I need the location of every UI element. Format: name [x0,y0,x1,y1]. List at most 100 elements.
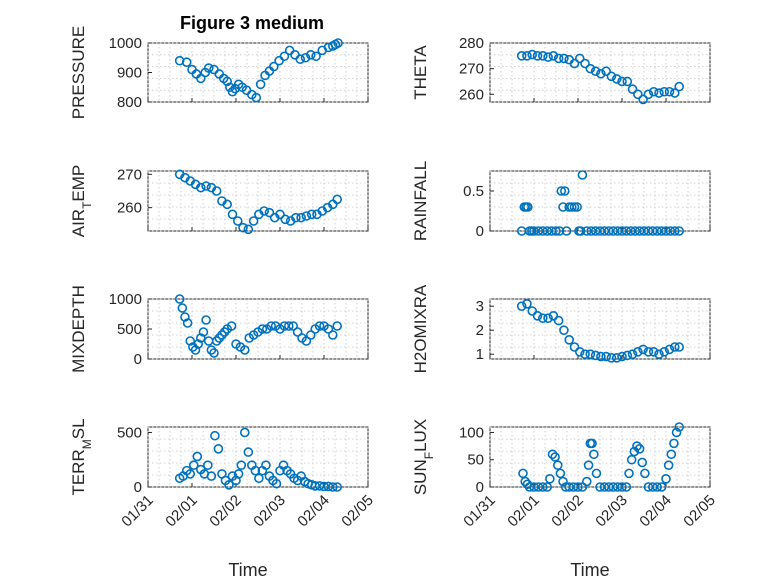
data-point [634,444,645,454]
data-series [174,294,343,358]
data-point [524,482,535,492]
subplot-6: 1 2 3 H2OMIXRA [411,284,711,373]
data-point [572,202,582,212]
data-point [314,481,325,491]
data-point [209,348,219,358]
data-point [250,465,261,476]
grid-lines [489,42,711,103]
data-point [581,476,592,487]
data-point [516,301,527,312]
y-axis-label: SUNFLUX [411,419,436,495]
y-tick-label: 0 [476,223,484,240]
data-point [591,468,602,479]
data-point [553,53,564,64]
data-point [611,352,622,363]
y-tick-label: 270 [117,166,142,183]
y-tick-label: 0 [134,351,142,368]
data-point [612,226,623,236]
data-point [574,53,585,64]
data-point [643,89,654,100]
data-point [213,444,224,454]
x-tick-label: 01/31 [118,492,157,531]
data-point [259,206,269,216]
data-point [654,349,664,360]
data-point [652,482,663,492]
data-point [656,482,667,492]
subplot-4: 0 0.5 RAINFALL [411,161,711,241]
y-tick-label: 0 [134,479,142,496]
data-point [640,468,650,479]
data-point [214,333,225,343]
data-point [664,86,675,97]
data-point [227,209,238,220]
data-point [583,460,594,470]
data-series [516,49,685,105]
x-tick-label: 02/04 [294,492,333,531]
data-point [196,182,206,193]
data-point [589,449,599,460]
data-point [624,468,634,479]
y-tick-label: 3 [476,298,484,315]
data-point [548,310,559,321]
data-point [659,346,670,357]
data-point [310,481,321,491]
x-axis-label: Time [228,560,267,580]
data-point [222,199,232,210]
data-point [522,51,532,61]
data-point [240,427,250,438]
data-point [291,212,301,223]
data-point [314,321,325,331]
data-point [638,94,648,105]
data-point [279,321,290,331]
data-point [634,226,645,236]
data-point [537,313,548,324]
data-point [523,202,533,212]
data-point [674,342,685,352]
data-series [516,298,685,363]
data-point [240,345,250,355]
data-point [611,74,622,84]
x-tick-label: 02/02 [548,492,587,531]
data-point [174,294,185,304]
x-tick-label: 02/04 [636,492,675,531]
data-point [569,58,580,69]
x-tick-label: 02/01 [162,492,201,531]
data-point [327,330,338,340]
y-tick-label: 1 [476,346,484,363]
y-tick-label: 0 [476,479,484,496]
data-point [198,327,209,337]
data-point [542,482,553,492]
data-point [333,38,343,48]
data-point [206,345,217,355]
data-point [656,226,667,236]
data-point [590,226,601,236]
data-point [585,63,596,74]
data-point [587,438,597,449]
subplot-5: 0 500 1000 MIXDEPTH [69,285,369,373]
data-point [236,460,247,470]
subplot-8: 0 50 100 01/31 02/01 02/02 02/03 02/04 02/05 SUNF… [411,419,719,580]
data-point [648,86,659,97]
data-point [585,349,596,360]
y-axis-label: TERRMSL [69,418,94,495]
data-point [305,49,316,60]
data-point [556,186,567,196]
data-point [211,186,222,196]
data-point [301,211,312,221]
data-point [185,336,196,346]
data-point [669,438,679,449]
y-tick-label: 800 [117,94,142,111]
data-point [222,76,232,87]
data-point [201,181,211,191]
data-point [543,52,553,62]
data-point [243,224,254,235]
data-point [622,350,633,361]
data-point [190,345,201,355]
data-point [537,51,548,61]
data-series [516,170,685,236]
data-series [518,422,685,492]
data-point [554,226,565,236]
data-point [203,460,213,470]
data-point [300,52,311,63]
data-point [669,226,680,236]
